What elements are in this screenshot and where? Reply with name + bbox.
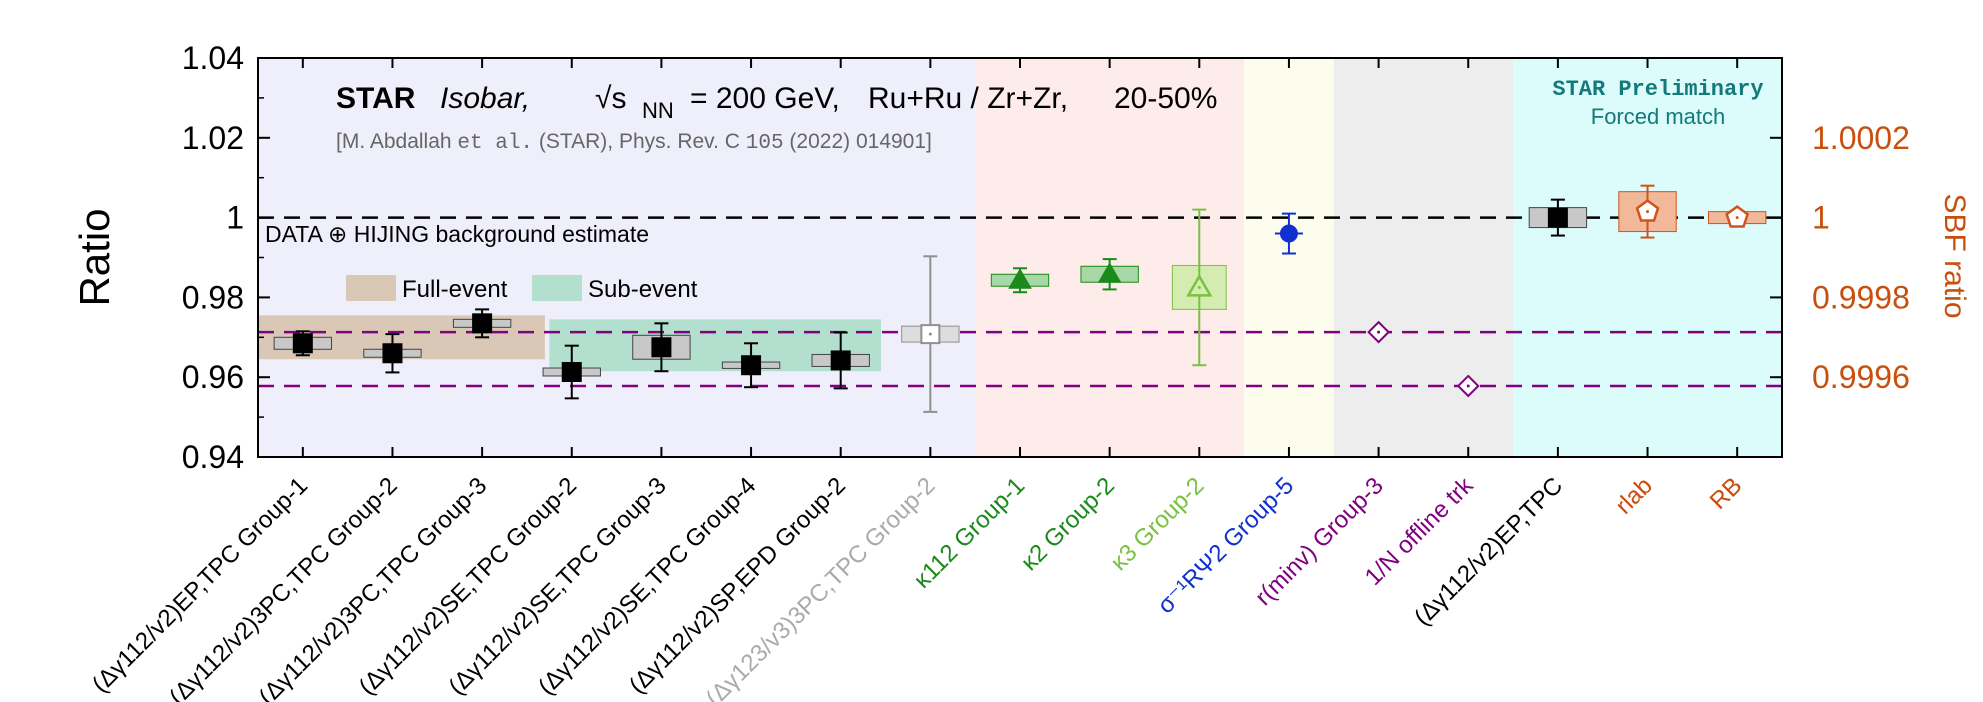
x-tick-label: (Δγ112/v2)EP,TPC [1409,472,1568,631]
data-point-marker [830,350,851,371]
plot-background-regions [258,58,1782,457]
background-region [1333,58,1514,457]
data-point-marker [1008,268,1032,289]
legend-label-sub-event: Sub-event [588,276,698,303]
data-points [273,58,1767,457]
data-point-center [1197,285,1201,289]
chart-title: STAR [336,82,416,115]
data-point-marker [561,362,582,383]
data-point-marker [741,355,762,376]
reference-post: (2022) 014901] [784,130,932,153]
x-tick-label: RB [1705,472,1748,515]
y2-tick-label: 1 [1812,200,1830,236]
reference-pre: [M. Abdallah [336,130,457,153]
x-tick-label: κ2 Group-2 [1016,472,1120,576]
y-axis-label: Ratio [71,208,118,306]
y-tick-label: 1.04 [182,40,244,76]
legend-swatch-sub-event [532,275,582,301]
background-region [1244,58,1334,457]
reference-volume: 105 [746,132,784,155]
data-point-marker [1279,224,1298,243]
data-point-center [1735,216,1739,220]
data-point-marker [651,337,672,358]
legend-swatch-full-event [346,275,396,301]
data-point-center [1646,210,1650,214]
chart-subtitle-energy-value: = 200 GeV, [690,82,840,115]
y2-tick-label: 1.0002 [1812,120,1910,156]
background-region [975,58,1245,457]
chart-subtitle-system: Isobar, [440,82,530,115]
chart-subtitle-centrality: 20-50% [1114,82,1217,115]
y-tick-label: 0.94 [182,439,244,475]
background-region [1513,58,1782,457]
data-point-marker [472,313,493,334]
data-point-marker [1547,207,1568,228]
data-point-marker [292,333,313,354]
legend: Full-event Sub-event [346,275,698,303]
y2-axis-label: SBF ratio [1938,193,1971,318]
legend-label-full-event: Full-event [402,276,508,303]
data-point-center [1377,330,1381,334]
x-axis-labels: (Δγ112/v2)EP,TPC Group-1(Δγ112/v2)3PC,TP… [87,471,1747,702]
y2-tick-label: 0.9996 [1812,359,1910,395]
reference-lines [258,216,1782,388]
y-tick-label: 1.02 [182,120,244,156]
data-point-marker [1097,262,1122,283]
preliminary-label: STAR Preliminary [1552,77,1763,102]
chart-header: STAR Isobar, √s NN = 200 GeV, Ru+Ru / Zr… [265,77,1764,247]
y2-tick-label: 0.9998 [1812,279,1910,315]
y2-axis-ticks: 1.0002 1 0.9998 0.9996 [1812,120,1910,395]
y-tick-label: 0.98 [182,279,244,315]
reference-mid: (STAR), Phys. Rev. C [533,130,746,153]
x-tick-label: rlab [1610,472,1657,519]
background-region [258,58,976,457]
reference-etal: et al. [457,132,533,155]
chart-subtitle-collision: Ru+Ru / Zr+Zr, [868,82,1068,115]
y-tick-label: 1 [226,200,244,236]
chart-subtitle-energy-prefix: √s [595,82,626,115]
baseline-label: DATA ⊕ HIJING background estimate [265,221,649,247]
chart-subtitle-energy-sub: NN [642,98,674,123]
reference-citation: [M. Abdallah et al. (STAR), Phys. Rev. C… [336,130,932,155]
data-point-marker [382,343,403,364]
forced-match-label: Forced match [1591,104,1726,129]
data-point-center [928,332,932,336]
data-point-center [1466,384,1470,388]
y-tick-label: 0.96 [182,359,244,395]
y-axis-ticks: 0.94 0.96 0.98 1 1.02 1.04 [182,40,1782,475]
